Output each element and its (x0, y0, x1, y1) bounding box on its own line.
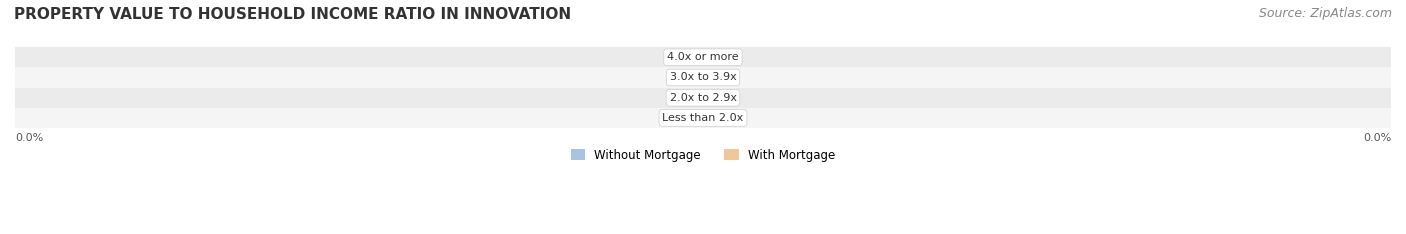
Bar (703, 112, 724, 124)
Bar (703, 92, 724, 103)
Text: 0.0%: 0.0% (699, 93, 728, 103)
Text: Less than 2.0x: Less than 2.0x (662, 113, 744, 123)
Text: 0.0%: 0.0% (678, 73, 707, 82)
Text: PROPERTY VALUE TO HOUSEHOLD INCOME RATIO IN INNOVATION: PROPERTY VALUE TO HOUSEHOLD INCOME RATIO… (14, 7, 571, 22)
Text: 0.0%: 0.0% (699, 113, 728, 123)
Bar (15, 108, 1391, 128)
Bar (15, 67, 1391, 88)
Bar (682, 72, 703, 83)
Bar (15, 88, 1391, 108)
Legend: Without Mortgage, With Mortgage: Without Mortgage, With Mortgage (567, 144, 839, 166)
Text: 3.0x to 3.9x: 3.0x to 3.9x (669, 73, 737, 82)
Text: 2.0x to 2.9x: 2.0x to 2.9x (669, 93, 737, 103)
Bar (682, 52, 703, 63)
Text: 0.0%: 0.0% (678, 113, 707, 123)
Text: 0.0%: 0.0% (15, 133, 44, 143)
Text: 0.0%: 0.0% (1362, 133, 1391, 143)
Text: 0.0%: 0.0% (678, 93, 707, 103)
Text: 0.0%: 0.0% (699, 52, 728, 62)
Text: 0.0%: 0.0% (678, 52, 707, 62)
Text: 4.0x or more: 4.0x or more (668, 52, 738, 62)
Text: Source: ZipAtlas.com: Source: ZipAtlas.com (1258, 7, 1392, 20)
Bar (682, 112, 703, 124)
Bar (703, 52, 724, 63)
Bar (682, 92, 703, 103)
Bar (703, 72, 724, 83)
Bar (15, 47, 1391, 67)
Text: 0.0%: 0.0% (699, 73, 728, 82)
